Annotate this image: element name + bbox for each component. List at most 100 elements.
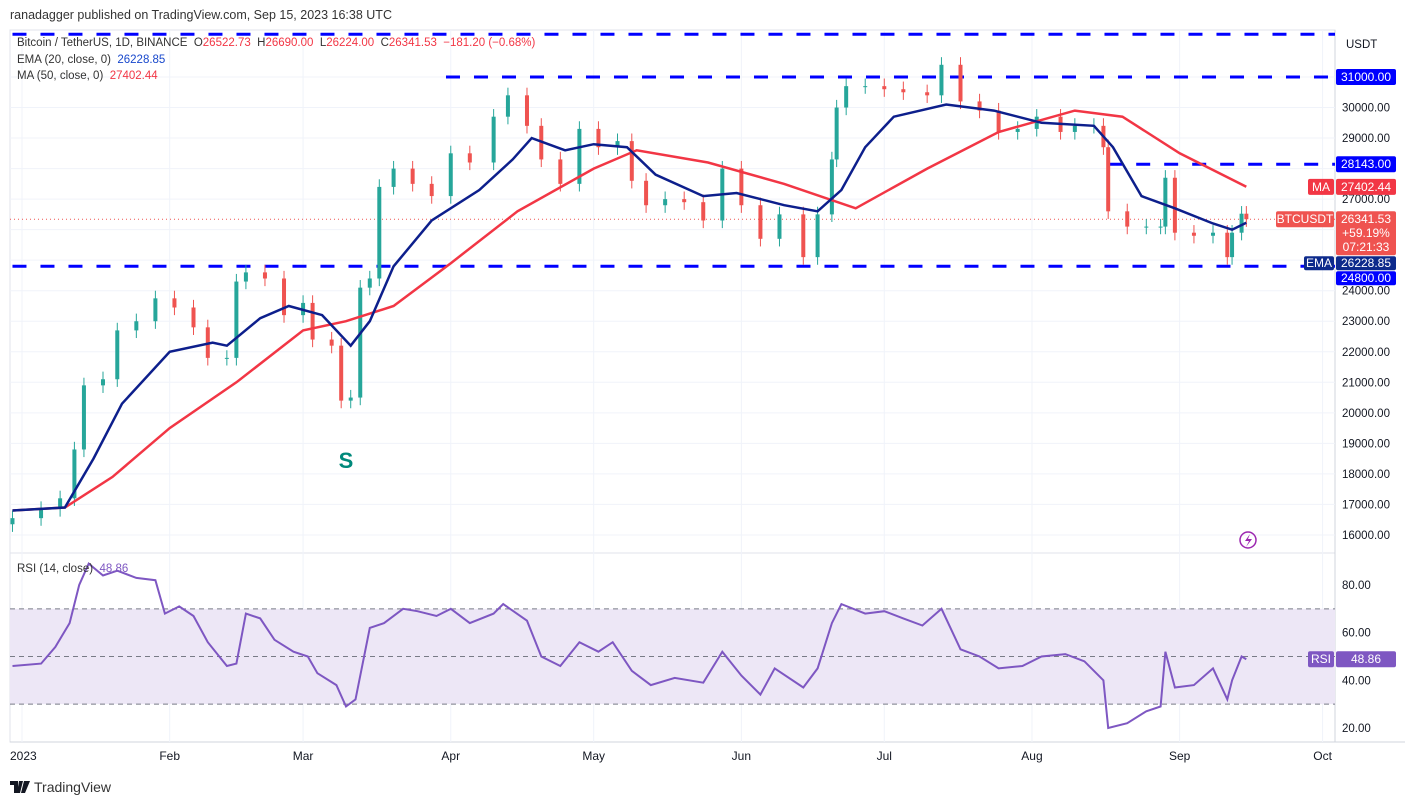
ma-tag-label-bg xyxy=(1308,178,1334,195)
time-tick-label: Aug xyxy=(1021,749,1042,763)
candle-body xyxy=(58,498,63,509)
candle-body xyxy=(234,281,239,358)
high-label: H xyxy=(257,37,266,49)
rsi-tick-label: 20.00 xyxy=(1342,723,1371,735)
level-price-tag: 24800.00 xyxy=(1341,271,1391,285)
change-value: −181.20 (−0.68%) xyxy=(443,37,536,49)
symbol-name: Bitcoin / TetherUS, 1D, BINANCE xyxy=(17,37,188,49)
level-price-tag-bg xyxy=(1336,69,1396,85)
candle-body xyxy=(153,298,158,322)
price-tick-label: 22000.00 xyxy=(1342,347,1390,359)
candle-body xyxy=(958,64,963,102)
change-percent: +59.19% xyxy=(1342,226,1390,240)
candle-body xyxy=(310,302,315,340)
low-value: 26224.00 xyxy=(326,37,375,49)
candle-body xyxy=(367,278,372,288)
rsi-price-tag-bg xyxy=(1336,651,1396,668)
candle-body xyxy=(1158,226,1163,228)
ema-tag-label: EMA xyxy=(1306,256,1332,270)
candle-body xyxy=(1244,213,1249,220)
level-price-tag: 28143.00 xyxy=(1341,157,1391,171)
ma-price-tag: 27402.44 xyxy=(1341,180,1391,194)
candle-body xyxy=(925,92,930,96)
ema-legend[interactable]: EMA (20, close, 0) 26228.85 xyxy=(17,54,165,66)
candle-body xyxy=(682,199,687,203)
candle-body xyxy=(81,385,86,450)
time-tick-label: Oct xyxy=(1313,749,1332,763)
candle-body xyxy=(834,107,839,160)
candle-body xyxy=(644,180,649,206)
ma50-line xyxy=(12,109,1247,512)
candle-body xyxy=(1163,177,1168,227)
price-tick-label: 19000.00 xyxy=(1342,438,1390,450)
price-tick-label: 16000.00 xyxy=(1342,530,1390,542)
candle-body xyxy=(1172,177,1177,233)
high-value: 26690.00 xyxy=(265,37,314,49)
candle-body xyxy=(39,508,44,519)
candle-body xyxy=(777,214,782,239)
candle-body xyxy=(801,214,806,258)
rsi-tick-label: 40.00 xyxy=(1342,675,1371,687)
rsi-value: 48.86 xyxy=(99,563,129,575)
candle-body xyxy=(1211,232,1215,236)
ema20-line xyxy=(12,103,1247,512)
candle-body xyxy=(629,141,634,181)
tradingview-footer[interactable]: TradingView xyxy=(10,779,111,795)
candle-body xyxy=(1239,213,1244,233)
ema-price-tag: 26228.85 xyxy=(1341,256,1391,270)
rsi-tag-label: RSI xyxy=(1311,652,1331,666)
candle-body xyxy=(172,298,177,308)
candle-body xyxy=(615,141,620,148)
rsi-line xyxy=(12,561,1247,730)
candle-body xyxy=(448,153,453,197)
candle-body xyxy=(115,330,120,380)
candle-body xyxy=(996,110,1001,132)
candle-body xyxy=(1072,125,1077,132)
candle-body xyxy=(1225,232,1230,258)
candle-body xyxy=(758,205,763,239)
symbol-tag-label-bg xyxy=(1276,211,1334,228)
symbol-legend: Bitcoin / TetherUS, 1D, BINANCE O26522.7… xyxy=(17,37,535,49)
time-tick-label: Jul xyxy=(877,749,892,763)
ma-price-tag-bg xyxy=(1336,178,1396,195)
time-tick-label: Feb xyxy=(159,749,180,763)
candle-body xyxy=(939,64,944,96)
candle-body xyxy=(282,278,287,316)
candle-body xyxy=(1106,147,1111,212)
candle-body xyxy=(491,116,496,163)
time-tick-label: May xyxy=(582,749,605,763)
time-tick-label: Sep xyxy=(1169,749,1191,763)
ma-legend[interactable]: MA (50, close, 0) 27402.44 xyxy=(17,70,158,82)
price-tick-label: 29000.00 xyxy=(1342,133,1390,145)
level-price-tag-bg xyxy=(1336,156,1396,173)
candle-body xyxy=(100,379,105,386)
close-label: C xyxy=(380,37,389,49)
rsi-price-tag: 48.86 xyxy=(1351,652,1381,666)
tradingview-logo-icon xyxy=(10,781,30,793)
pattern-annotation: S xyxy=(339,448,354,473)
symbol-tag-label: BTCUSDT xyxy=(1277,212,1334,226)
last-price: 26341.53 xyxy=(1341,212,1391,226)
candle-body xyxy=(1125,211,1130,227)
ma-tag-label: MA xyxy=(1312,180,1330,194)
time-tick-label: 2023 xyxy=(10,749,37,763)
candle-body xyxy=(863,86,868,88)
icon-bolt xyxy=(1245,534,1252,547)
footer-brand: TradingView xyxy=(34,779,112,795)
candle-body xyxy=(739,168,744,206)
lightning-bolt-icon xyxy=(1239,531,1257,549)
price-tick-label: 20000.00 xyxy=(1342,408,1390,420)
rsi-legend[interactable]: RSI (14, close) 48.86 xyxy=(17,563,128,575)
candle-body xyxy=(977,101,982,111)
candle-body xyxy=(329,339,334,346)
last-price-tag-bg xyxy=(1336,211,1396,256)
published-caption: ranadagger published on TradingView.com,… xyxy=(10,8,392,22)
ma-label: MA (50, close, 0) xyxy=(17,70,104,82)
price-tick-label: 27000.00 xyxy=(1342,194,1390,206)
candle-body xyxy=(467,153,472,163)
candle-body xyxy=(339,345,344,401)
candle-body xyxy=(1230,232,1235,258)
candle-body xyxy=(844,86,849,108)
price-tick-label: 18000.00 xyxy=(1342,469,1390,481)
